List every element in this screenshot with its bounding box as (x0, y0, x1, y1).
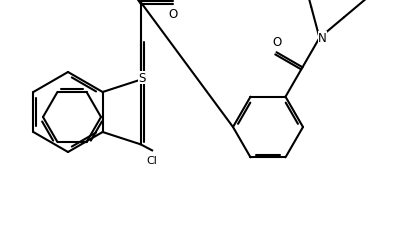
Text: O: O (272, 36, 281, 49)
Text: N: N (318, 32, 327, 45)
Text: Cl: Cl (147, 156, 158, 166)
Text: S: S (138, 72, 145, 85)
Text: O: O (168, 8, 177, 20)
